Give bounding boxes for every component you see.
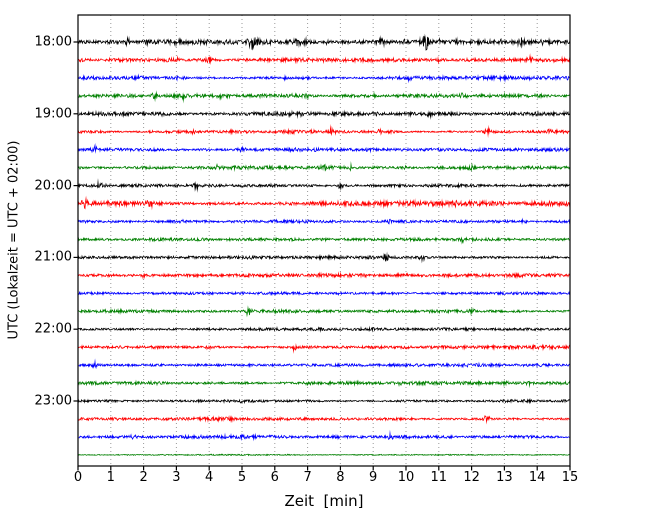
x-tick-label: 7: [303, 470, 312, 485]
x-tick-label: 9: [369, 470, 378, 485]
x-tick-label: 4: [205, 470, 214, 485]
x-tick-label: 8: [336, 470, 345, 485]
x-tick-label: 12: [463, 470, 480, 485]
y-tick-label: 19:00: [34, 106, 72, 122]
x-tick-label: 6: [270, 470, 279, 485]
y-axis-label: UTC (Lokalzeit = UTC + 02:00): [6, 140, 22, 340]
y-tick-label: 18:00: [34, 34, 72, 50]
x-tick-label: 11: [430, 470, 448, 485]
x-tick-label: 1: [106, 470, 115, 485]
x-tick-label: 15: [561, 470, 579, 485]
y-tick-label: 23:00: [34, 393, 72, 409]
x-axis-label: Zeit [min]: [284, 492, 364, 510]
y-tick-label: 22:00: [34, 321, 72, 337]
x-tick-label: 14: [528, 470, 546, 485]
x-tick-label: 3: [172, 470, 181, 485]
x-tick-label: 0: [73, 470, 83, 485]
y-tick-label: 21:00: [34, 249, 72, 265]
x-tick-label: 2: [139, 470, 148, 485]
x-tick-label: 13: [496, 470, 513, 485]
x-tick-label: 5: [237, 470, 247, 485]
y-tick-label: 20:00: [34, 178, 72, 194]
x-tick-label: 10: [397, 470, 415, 485]
